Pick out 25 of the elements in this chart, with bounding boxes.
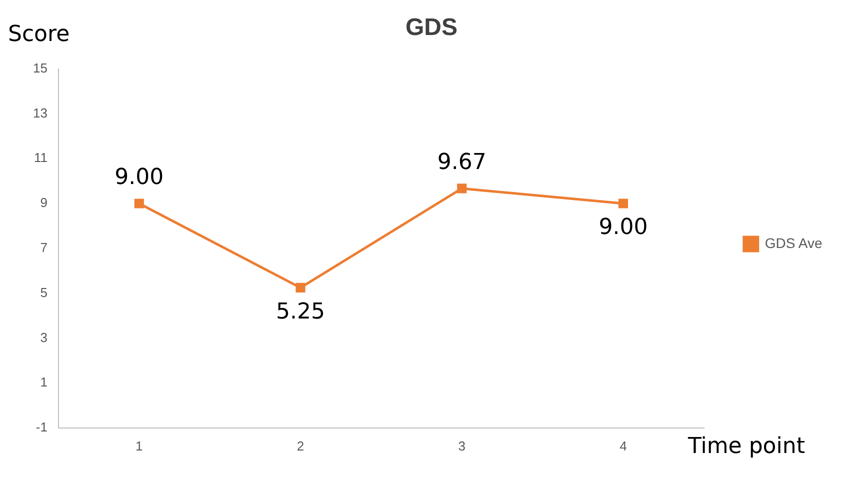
x-tick-label: 3 [458, 438, 466, 454]
chart-title: GDS [405, 14, 458, 42]
point [134, 198, 144, 208]
text: 5.25 [276, 299, 325, 324]
text: 9.00 [114, 165, 164, 190]
y-tick-label: 11 [34, 150, 48, 166]
y-axis-title: Score [8, 22, 70, 47]
text: 9.00 [598, 215, 648, 240]
x-tick-label: 4 [620, 438, 627, 454]
y-tick-label: 5 [40, 284, 48, 300]
x-axis-title: Time point [688, 434, 805, 459]
y-tick-label: 15 [32, 60, 48, 76]
point [296, 282, 306, 292]
y-tick-label: 7 [40, 240, 48, 255]
y-tick-label: 13 [32, 105, 48, 120]
point [457, 184, 467, 194]
y-tick-label: 1 [40, 374, 48, 390]
x-tick-label: 2 [296, 438, 304, 454]
y-tick-label: 9 [40, 195, 48, 210]
y-tick-label: -1 [36, 420, 48, 435]
x-tick-label: 1 [136, 438, 143, 454]
text: 9.67 [437, 150, 486, 176]
point [618, 198, 628, 208]
y-tick-label: 3 [40, 330, 48, 345]
legend-label: GDS Ave [764, 234, 822, 251]
